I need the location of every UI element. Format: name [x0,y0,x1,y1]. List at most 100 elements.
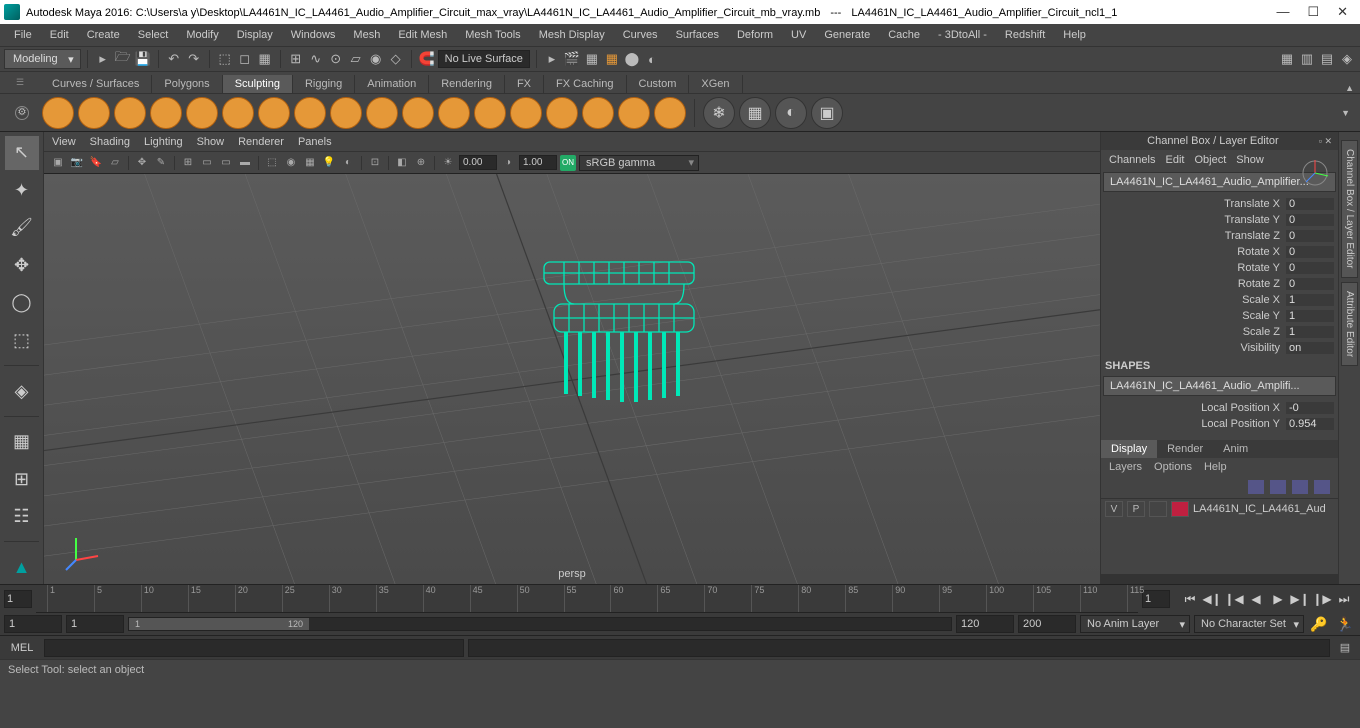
layout-four-icon[interactable]: ⊞ [5,462,39,496]
menu-deform[interactable]: Deform [729,27,781,43]
tab-rendering[interactable]: Rendering [429,75,505,93]
snap-view-icon[interactable]: ◇ [387,50,405,68]
layer-visibility-toggle[interactable]: V [1105,501,1123,517]
layer-type-toggle[interactable] [1149,501,1167,517]
menu-create[interactable]: Create [79,27,128,43]
sculpt-tool-12-icon[interactable] [438,97,470,129]
menu-mesh[interactable]: Mesh [345,27,388,43]
help-menu[interactable]: Help [1204,461,1227,473]
tab-animation[interactable]: Animation [355,75,429,93]
menu-file[interactable]: File [6,27,40,43]
auto-key-button[interactable]: 🔑 [1308,614,1330,634]
snap-point-icon[interactable]: ⊙ [327,50,345,68]
menu-display[interactable]: Display [229,27,281,43]
range-start-field[interactable] [66,615,124,633]
layer-scrollbar[interactable] [1101,574,1338,584]
vp-res-gate-icon[interactable]: ▭ [218,155,234,171]
range-slider[interactable]: 1120 [128,617,952,631]
panel-layout-2-icon[interactable]: ▥ [1298,50,1316,68]
vp-bookmark-icon[interactable]: 🔖 [88,155,104,171]
undo-icon[interactable]: ↶ [165,50,183,68]
snap-live-icon[interactable]: ◉ [367,50,385,68]
menu-edit-mesh[interactable]: Edit Mesh [390,27,455,43]
object-menu[interactable]: Object [1194,154,1226,166]
select-object-icon[interactable]: ◻ [236,50,254,68]
anim-end-field[interactable] [1018,615,1076,633]
render-view-icon[interactable]: ◐ [643,50,661,68]
display-tab[interactable]: Display [1101,440,1157,458]
vp-menu-view[interactable]: View [52,136,76,148]
character-set-dropdown[interactable]: No Character Set [1194,615,1304,633]
tab-curves-surfaces[interactable]: Curves / Surfaces [40,75,152,93]
side-tab-channelbox[interactable]: Channel Box / Layer Editor [1341,140,1358,278]
vp-textured-icon[interactable]: ▦ [302,155,318,171]
sculpt-tool-10-icon[interactable] [366,97,398,129]
anim-start-field[interactable] [4,615,62,633]
step-forward-button[interactable]: ▶❙ [1290,589,1310,609]
step-back-button[interactable]: ❙◀ [1224,589,1244,609]
snap-grid-icon[interactable]: ⊞ [287,50,305,68]
sculpt-target-icon[interactable]: ▦ [739,97,771,129]
vp-film-gate-icon[interactable]: ▭ [199,155,215,171]
vp-gamma-field[interactable] [519,155,557,170]
menu-edit[interactable]: Edit [42,27,77,43]
menu-surfaces[interactable]: Surfaces [668,27,727,43]
panel-layout-1-icon[interactable]: ▦ [1278,50,1296,68]
sculpt-tool-13-icon[interactable] [474,97,506,129]
vp-grid-icon[interactable]: ⊞ [180,155,196,171]
menuset-dropdown[interactable]: Modeling [4,49,81,69]
vp-select-camera-icon[interactable]: ▣ [50,155,66,171]
layer-new-selected-icon[interactable] [1314,480,1330,494]
menu-mesh-display[interactable]: Mesh Display [531,27,613,43]
render-tab[interactable]: Render [1157,440,1213,458]
vp-isolate-icon[interactable]: ⊡ [367,155,383,171]
move-tool[interactable]: ✥ [5,249,39,283]
ipr-icon[interactable]: ▦ [583,50,601,68]
paint-select-tool[interactable]: 🖌 [5,211,39,245]
sculpt-tool-1-icon[interactable] [42,97,74,129]
sculpt-tool-8-icon[interactable] [294,97,326,129]
vp-2d-pan-icon[interactable]: ✥ [134,155,150,171]
tab-fx-caching[interactable]: FX Caching [544,75,626,93]
vp-gate-mask-icon[interactable]: ▬ [237,155,253,171]
sculpt-tool-5-icon[interactable] [186,97,218,129]
attr-value[interactable]: 1 [1286,294,1334,306]
sculpt-lasso-icon[interactable]: ◐ [775,97,807,129]
layer-move-up-icon[interactable] [1248,480,1264,494]
menu-cache[interactable]: Cache [880,27,928,43]
menu-redshift[interactable]: Redshift [997,27,1053,43]
vp-image-plane-icon[interactable]: ▱ [107,155,123,171]
save-scene-icon[interactable]: 💾 [134,50,152,68]
tab-polygons[interactable]: Polygons [152,75,222,93]
render-icon[interactable]: 🎬 [563,50,581,68]
play-forward-button[interactable]: ▶ [1268,589,1288,609]
time-ruler[interactable]: 1510152025303540455055606570758085909510… [36,585,1138,613]
menu-mesh-tools[interactable]: Mesh Tools [457,27,528,43]
layer-new-empty-icon[interactable] [1292,480,1308,494]
vp-camera-icon[interactable]: 📷 [69,155,85,171]
script-lang-button[interactable]: MEL [4,642,40,654]
attr-value[interactable]: 0 [1286,262,1334,274]
display-layer-row[interactable]: V P LA4461N_IC_LA4461_Aud [1101,498,1338,519]
tab-sculpting[interactable]: Sculpting [223,75,293,93]
lasso-tool[interactable]: ✦ [5,174,39,208]
menu-select[interactable]: Select [130,27,177,43]
attr-value[interactable]: 1 [1286,310,1334,322]
sculpt-tool-9-icon[interactable] [330,97,362,129]
attr-value[interactable]: 0 [1286,198,1334,210]
last-tool[interactable]: ◈ [5,374,39,408]
go-end-button[interactable]: ⏭ [1334,589,1354,609]
hypershade-icon[interactable]: ⬤ [623,50,641,68]
vp-menu-show[interactable]: Show [197,136,225,148]
vp-shadow-icon[interactable]: ◐ [340,155,356,171]
step-forward-key-button[interactable]: ❙▶ [1312,589,1332,609]
layer-playback-toggle[interactable]: P [1127,501,1145,517]
sculpt-tool-4-icon[interactable] [150,97,182,129]
sculpt-tool-16-icon[interactable] [582,97,614,129]
select-tool[interactable]: ↖ [5,136,39,170]
show-menu[interactable]: Show [1236,154,1264,166]
vp-exposure-field[interactable] [459,155,497,170]
layer-name[interactable]: LA4461N_IC_LA4461_Aud [1193,503,1334,515]
menu-3dtoall[interactable]: - 3DtoAll - [930,27,995,43]
attr-value[interactable]: 0.954 [1286,418,1334,430]
